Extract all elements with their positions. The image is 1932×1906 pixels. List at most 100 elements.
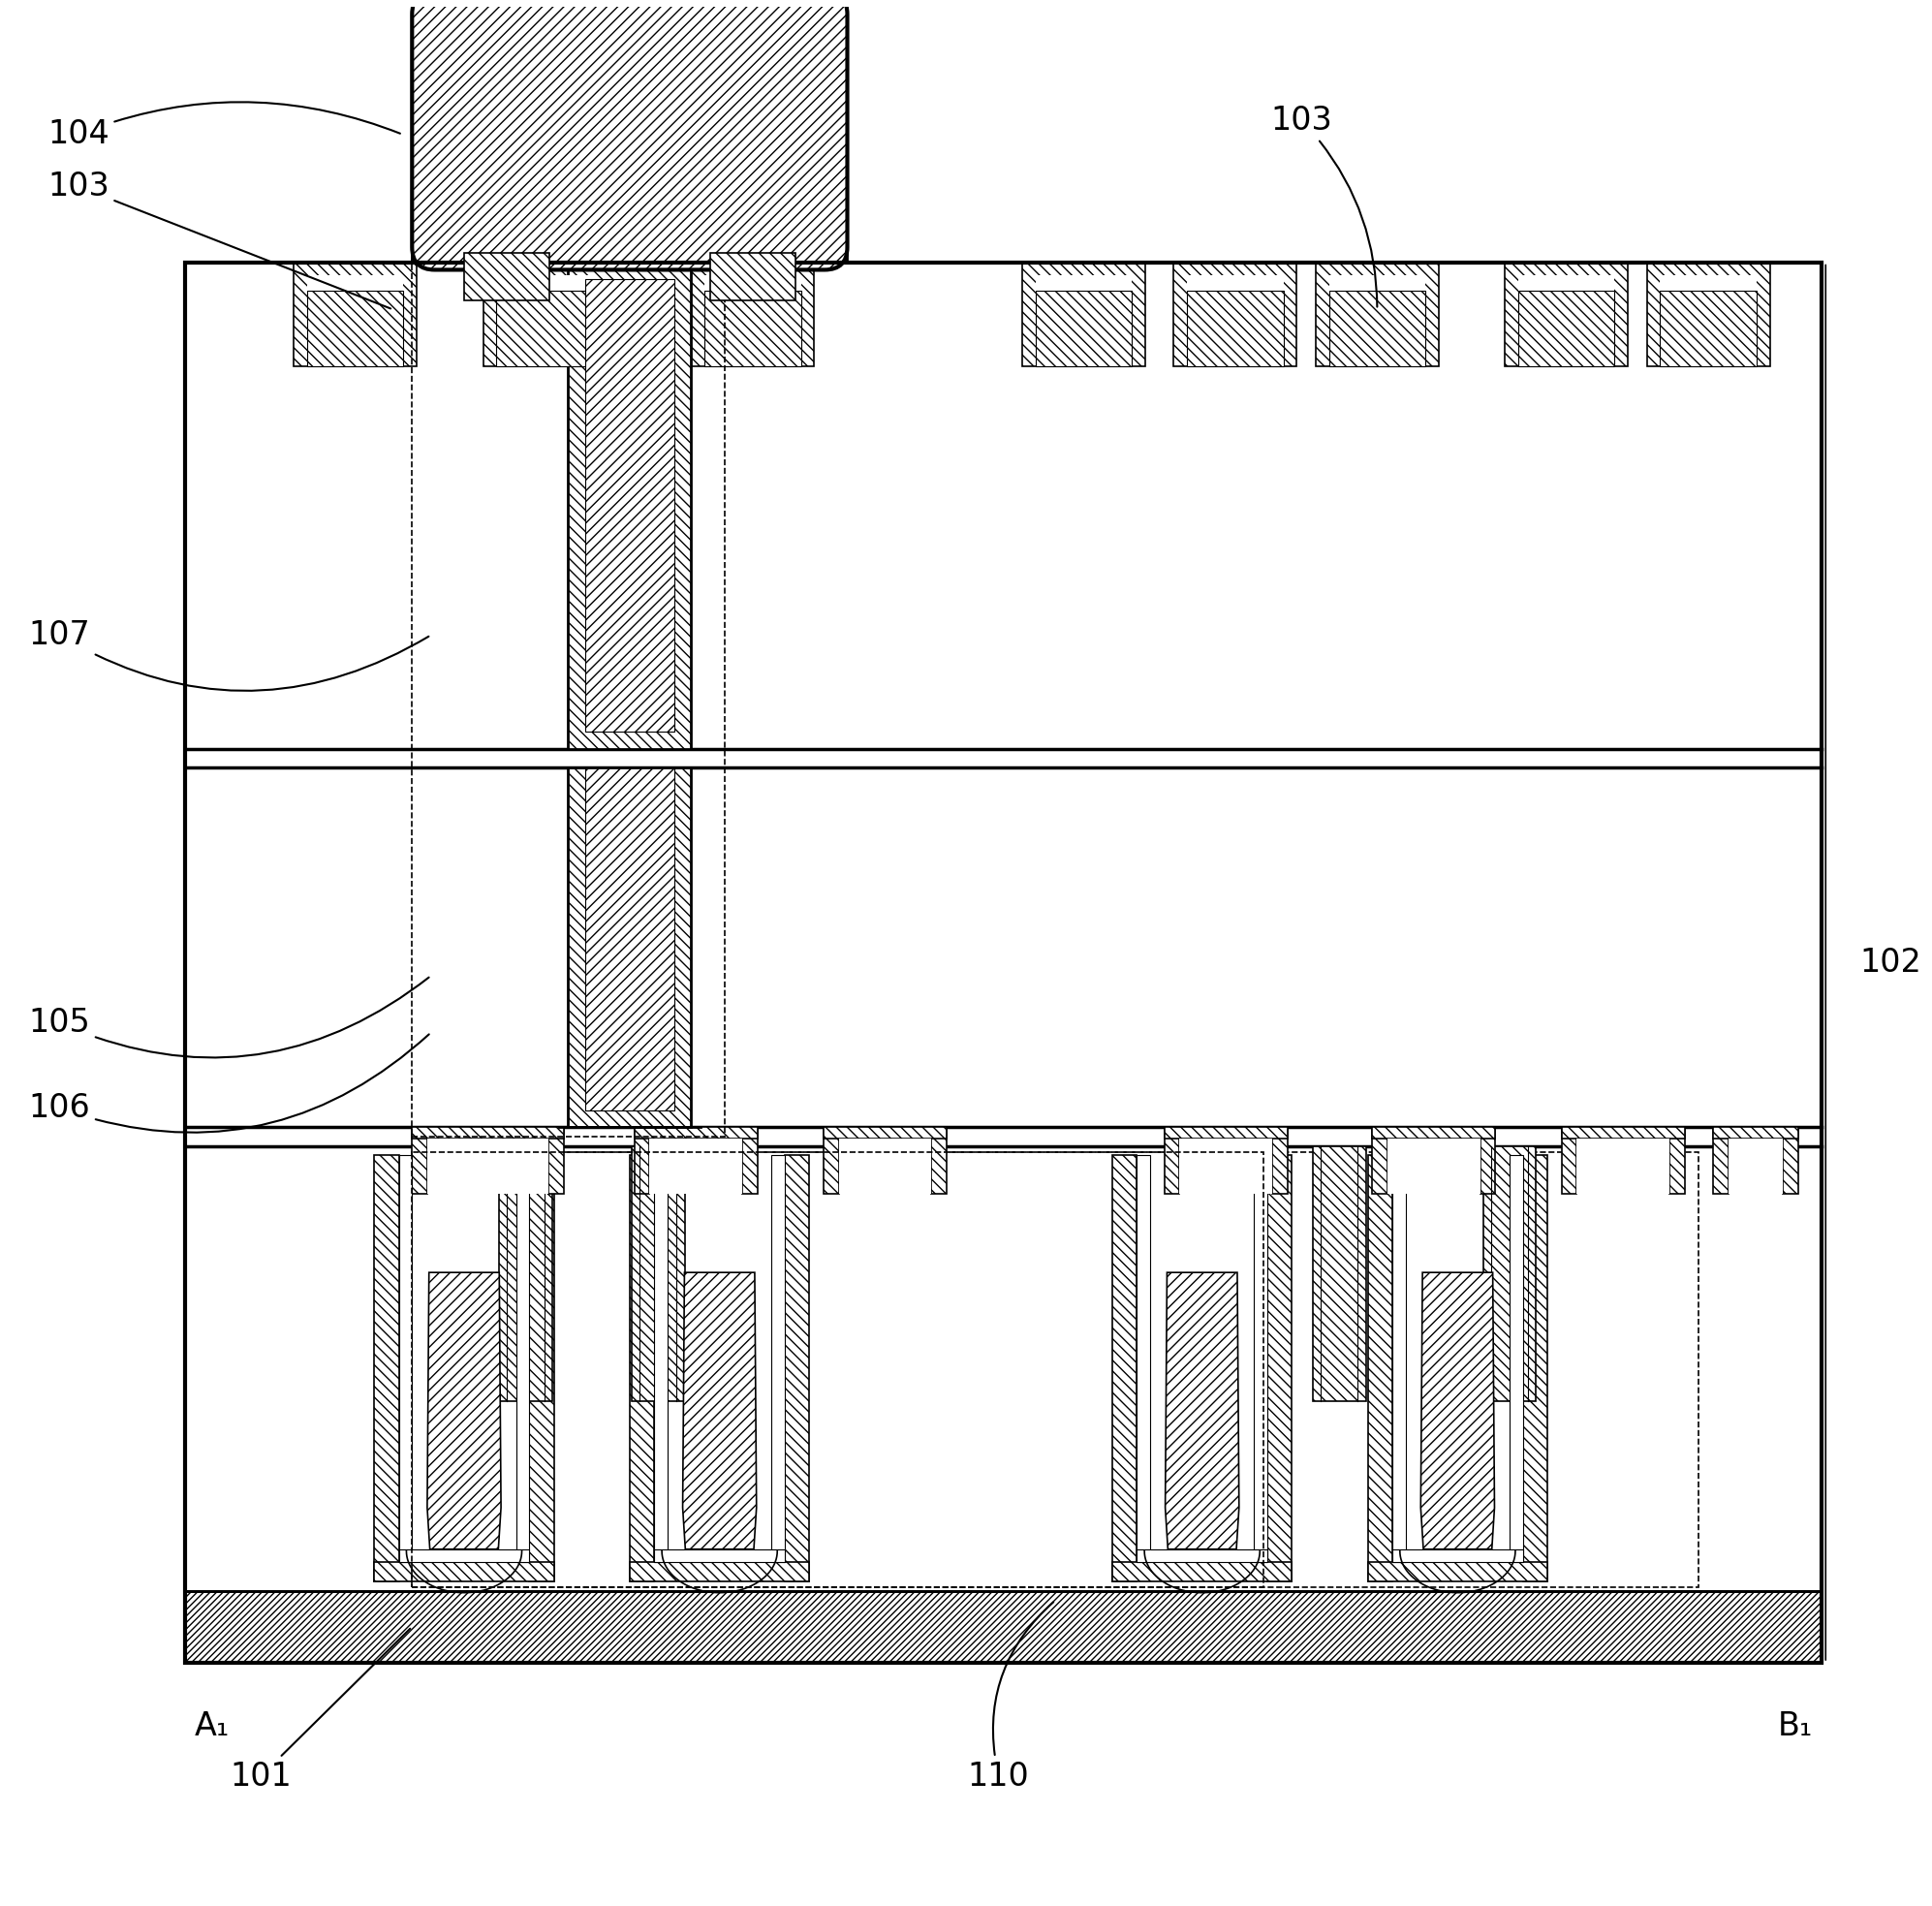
Bar xyxy=(1393,1550,1522,1563)
Bar xyxy=(398,1155,529,1563)
Bar xyxy=(1113,1563,1293,1582)
Polygon shape xyxy=(1420,1273,1495,1550)
Bar xyxy=(549,1126,564,1193)
Bar xyxy=(1729,1138,1783,1193)
Bar xyxy=(1522,1155,1548,1582)
Text: 103: 103 xyxy=(1271,105,1378,307)
Bar xyxy=(1136,1155,1267,1563)
Bar xyxy=(1561,1126,1685,1138)
Bar xyxy=(185,263,1822,1662)
Bar xyxy=(412,244,724,1136)
Bar xyxy=(1136,1155,1150,1563)
Text: 101: 101 xyxy=(230,1628,410,1792)
Bar xyxy=(398,1550,529,1563)
Text: 107: 107 xyxy=(29,619,429,690)
Bar xyxy=(1561,1126,1577,1193)
Bar xyxy=(1387,1138,1480,1193)
Bar xyxy=(630,1155,655,1582)
Bar xyxy=(1393,1155,1522,1563)
Text: 102: 102 xyxy=(1861,947,1922,978)
Bar xyxy=(412,1126,564,1138)
Bar xyxy=(412,1126,427,1193)
Polygon shape xyxy=(427,1273,500,1550)
Bar xyxy=(497,290,593,366)
Bar xyxy=(1368,1563,1548,1582)
Bar xyxy=(634,1126,649,1193)
Bar xyxy=(1783,1126,1799,1193)
Bar xyxy=(1505,263,1629,366)
Bar xyxy=(823,1126,947,1138)
Bar xyxy=(1669,1126,1685,1193)
Bar xyxy=(1165,1126,1287,1138)
Polygon shape xyxy=(1165,1273,1238,1550)
Bar xyxy=(1714,1126,1729,1193)
Bar xyxy=(1179,1138,1271,1193)
Bar xyxy=(375,1155,398,1582)
Text: 105: 105 xyxy=(29,978,429,1058)
Bar xyxy=(1372,1126,1495,1138)
Bar xyxy=(1271,1126,1287,1193)
Bar xyxy=(1480,1126,1495,1193)
Bar xyxy=(529,1155,554,1582)
Bar xyxy=(1254,1155,1267,1563)
Text: 106: 106 xyxy=(29,1035,429,1132)
Bar xyxy=(1165,1126,1179,1193)
Bar xyxy=(1113,1155,1136,1582)
Bar xyxy=(1519,276,1615,366)
Bar xyxy=(1660,290,1756,366)
Bar xyxy=(705,276,802,366)
Bar xyxy=(427,1138,549,1193)
Bar xyxy=(1186,290,1283,366)
Bar xyxy=(412,1151,1698,1588)
Bar xyxy=(294,263,417,366)
Bar xyxy=(1577,1138,1669,1193)
Bar xyxy=(655,1550,784,1563)
Bar xyxy=(838,1138,931,1193)
Bar xyxy=(585,768,674,1109)
Bar xyxy=(568,263,692,749)
Text: B₁: B₁ xyxy=(1777,1710,1812,1742)
Bar xyxy=(1036,276,1132,366)
Bar xyxy=(632,1146,684,1401)
Bar xyxy=(1329,276,1426,366)
Text: A₁: A₁ xyxy=(195,1710,230,1742)
Bar xyxy=(1372,1126,1387,1193)
Bar xyxy=(464,253,549,299)
Bar xyxy=(412,1151,1264,1588)
Bar xyxy=(307,276,404,366)
Bar xyxy=(771,1155,784,1563)
Bar xyxy=(1036,290,1132,366)
Bar xyxy=(1314,1146,1366,1401)
Polygon shape xyxy=(682,1273,757,1550)
Bar xyxy=(1316,263,1439,366)
Bar xyxy=(823,1126,838,1193)
Bar xyxy=(185,1592,1822,1662)
Text: 104: 104 xyxy=(48,103,400,151)
Bar xyxy=(483,263,607,366)
Bar xyxy=(1519,290,1615,366)
Bar xyxy=(692,263,813,366)
Bar xyxy=(630,1563,810,1582)
Bar xyxy=(568,768,692,1126)
Bar xyxy=(1484,1146,1536,1401)
Bar xyxy=(1022,263,1146,366)
Bar xyxy=(1329,290,1426,366)
Bar xyxy=(585,280,674,732)
Bar xyxy=(1714,1126,1799,1138)
Bar xyxy=(655,1155,784,1563)
Text: 103: 103 xyxy=(48,170,390,309)
Bar xyxy=(649,1138,742,1193)
Bar xyxy=(1368,1155,1393,1582)
Bar xyxy=(931,1126,947,1193)
Bar xyxy=(1136,1550,1267,1563)
Text: 110: 110 xyxy=(968,1603,1053,1792)
FancyBboxPatch shape xyxy=(412,0,848,271)
Bar xyxy=(742,1126,757,1193)
Bar xyxy=(1175,263,1296,366)
Bar xyxy=(497,276,593,366)
Bar xyxy=(307,290,404,366)
Bar xyxy=(1267,1155,1293,1582)
Bar xyxy=(784,1155,810,1582)
Bar xyxy=(398,1155,412,1563)
Bar xyxy=(705,290,802,366)
